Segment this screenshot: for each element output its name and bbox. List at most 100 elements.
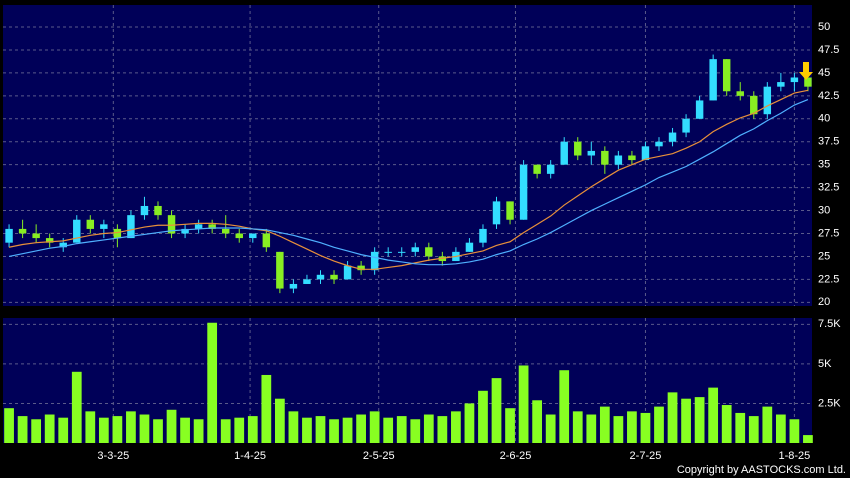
volume-bar: [396, 416, 407, 443]
copyright: Copyright by AASTOCKS.com Ltd.: [677, 464, 846, 476]
moving-average-line: [8, 98, 809, 266]
volume-bar: [681, 398, 691, 443]
candle-body: [208, 224, 216, 229]
candle-body: [221, 228, 230, 234]
volume-bar: [261, 374, 272, 443]
candle-body: [127, 215, 135, 239]
volume-bar: [71, 371, 82, 443]
moving-average-line: [8, 89, 809, 270]
y-tick-label: 40: [818, 113, 830, 125]
candle-body: [262, 233, 271, 248]
volume-bar: [274, 398, 285, 443]
candle-body: [113, 228, 122, 239]
y-tick-label: 47.5: [818, 44, 839, 56]
volume-bar: [613, 416, 624, 443]
candle-body: [709, 59, 717, 101]
volume-bar: [721, 405, 732, 443]
volume-bar: [193, 419, 204, 443]
volume-bar: [288, 411, 299, 443]
candle-body: [519, 164, 528, 220]
y-tick-label: 7.5K: [818, 318, 841, 330]
candle-body: [695, 100, 704, 119]
candle-body: [154, 205, 162, 216]
candle-body: [682, 118, 690, 133]
volume-bar: [207, 322, 218, 443]
candle-body: [167, 215, 176, 234]
volume-bar: [126, 411, 136, 443]
candle-body: [249, 233, 257, 239]
volume-bar: [356, 414, 366, 443]
volume-bar: [586, 414, 597, 443]
volume-bar: [505, 408, 515, 443]
y-tick-label: 30: [818, 204, 830, 216]
candle-body: [790, 77, 799, 83]
volume-bar: [17, 416, 28, 443]
y-tick-label: 5K: [818, 358, 832, 370]
volume-bar: [44, 414, 55, 443]
candle-body: [303, 279, 311, 284]
candle-body: [330, 274, 338, 280]
candle-body: [777, 82, 785, 87]
volume-bar: [545, 414, 556, 443]
volume-bar: [748, 416, 759, 443]
candle-body: [587, 150, 596, 156]
volume-bar: [789, 419, 800, 443]
y-tick-label: 2.5K: [818, 397, 841, 409]
y-tick-label: 37.5: [818, 136, 839, 148]
x-tick-label: 2-7-25: [630, 450, 662, 462]
volume-bar: [464, 403, 475, 443]
volume-bar: [58, 417, 69, 443]
candle-body: [59, 242, 67, 248]
candle-body: [479, 228, 487, 243]
volume-bar: [302, 417, 312, 443]
volume-bar: [518, 365, 529, 443]
candle-body: [628, 155, 636, 161]
y-tick-label: 20: [818, 296, 830, 308]
volume-bar: [708, 387, 719, 443]
marker-arrow: [799, 62, 813, 80]
candle-body: [384, 251, 392, 253]
y-tick-label: 35: [818, 159, 830, 171]
candle-body: [343, 265, 352, 280]
candle-body: [18, 228, 27, 234]
candle-body: [546, 164, 555, 174]
volume-bar: [667, 392, 678, 443]
price-panel: [3, 5, 812, 306]
candle-body: [398, 251, 406, 253]
candle-body: [5, 228, 13, 243]
y-tick-label: 22.5: [818, 273, 839, 285]
candle-body: [736, 91, 744, 96]
volume-bar: [491, 378, 502, 443]
candle-body: [357, 265, 365, 271]
x-tick-label: 1-4-25: [234, 450, 266, 462]
x-tick-label: 3-3-25: [97, 450, 129, 462]
volume-bar: [85, 411, 96, 443]
volume-bar: [342, 417, 353, 443]
volume-bar: [572, 411, 583, 443]
candle-body: [45, 238, 54, 243]
volume-bar: [315, 416, 326, 443]
volume-bar: [478, 390, 488, 443]
y-tick-label: 32.5: [818, 182, 839, 194]
volume-bar: [559, 370, 570, 443]
volume-bar: [139, 414, 150, 443]
volume-bar: [220, 419, 231, 443]
y-tick-label: 27.5: [818, 227, 839, 239]
candle-body: [641, 146, 650, 161]
candle-body: [506, 201, 514, 220]
candle-body: [86, 219, 95, 229]
candle-body: [492, 201, 501, 225]
volume-bar: [31, 419, 42, 443]
candle-body: [411, 247, 419, 252]
candle-body: [73, 219, 81, 243]
candle-body: [370, 251, 379, 271]
candle-body: [804, 77, 812, 87]
volume-bar: [4, 408, 14, 443]
volume-bar: [329, 419, 339, 443]
volume-bar: [694, 397, 705, 443]
volume-bar: [180, 417, 190, 443]
volume-bar: [112, 416, 123, 443]
x-tick-label: 2-6-25: [500, 450, 532, 462]
